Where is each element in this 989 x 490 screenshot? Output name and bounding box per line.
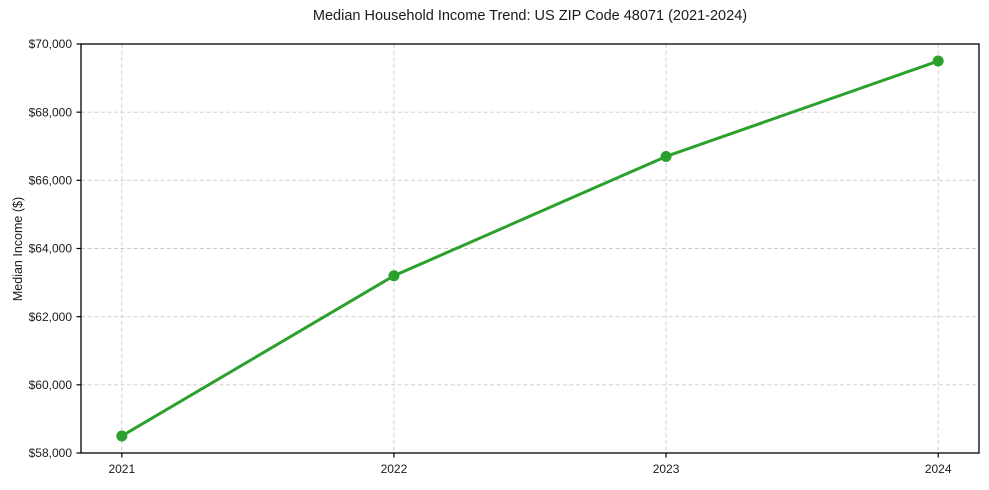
chart-title: Median Household Income Trend: US ZIP Co… — [312, 8, 748, 24]
trend-line — [120, 59, 940, 438]
data-point-2024 — [932, 55, 944, 67]
x-tick-label: 2021 — [108, 462, 135, 476]
data-point-2021 — [116, 430, 128, 442]
y-tick-label: $64,000 — [29, 242, 73, 256]
x-tick-label: 2022 — [381, 462, 408, 476]
y-tick-label: $68,000 — [29, 105, 73, 119]
x-tick-label: 2023 — [653, 462, 680, 476]
x-tick-label: 2024 — [925, 462, 952, 476]
y-tick-label: $60,000 — [29, 378, 73, 392]
y-tick-label: $62,000 — [29, 310, 73, 324]
data-point-2022 — [388, 270, 400, 282]
data-point-2023 — [660, 150, 672, 162]
y-tick-label: $70,000 — [29, 37, 73, 51]
y-tick-label: $58,000 — [29, 446, 73, 460]
y-tick-label: $66,000 — [29, 174, 73, 188]
